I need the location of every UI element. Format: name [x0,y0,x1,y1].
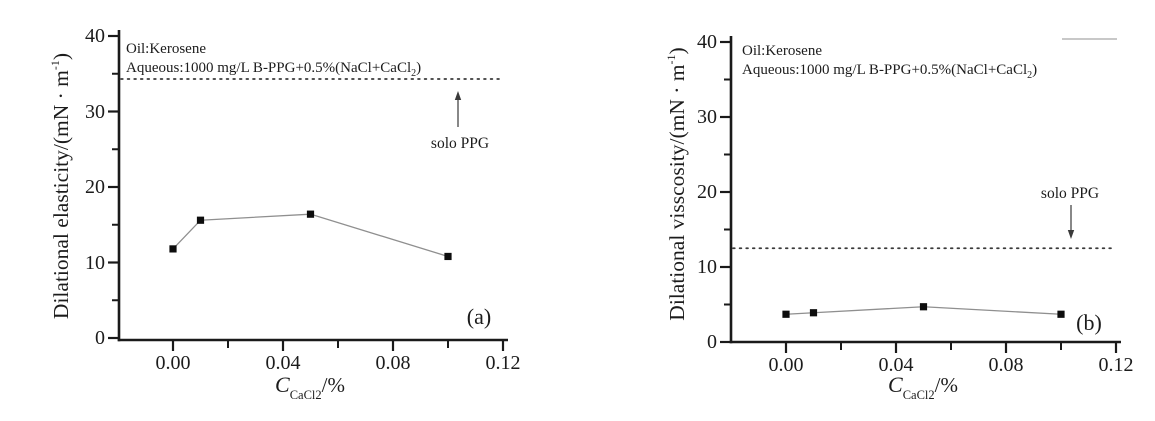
x-axis-title-unit: /% [321,373,345,397]
annotation-aqueous-text: Aqueous:1000 mg/L B-PPG+0.5%(NaCl+CaCl [742,61,1028,78]
data-point-marker [1057,310,1065,318]
series-line [785,306,1062,315]
y-tick-label: 40 [697,31,717,53]
condition-annotation: Oil:Kerosene Aqueous:1000 mg/L B-PPG+0.5… [126,40,421,83]
y-tick-label: 0 [95,327,105,349]
x-axis-title-unit: /% [934,373,958,397]
annotation-aqueous-close: ) [1032,61,1038,78]
solo-ppg-label: solo PPG [430,135,490,152]
chart-a-plot-svg [108,30,508,351]
annotation-aqueous-subscript: 2 [411,67,417,79]
x-tick-label: 0.00 [155,352,191,374]
x-axis-title: CCaCl2/% [220,372,400,406]
chart-panel-b: Dilational visscosity/(mN · m-1) Oil:Ker… [578,0,1155,421]
solo-ppg-arrowhead-icon [1067,230,1075,239]
y-tick-label: 30 [697,106,717,128]
series-line [172,213,449,258]
y-tick-label: 10 [697,256,717,278]
data-point-marker [196,216,205,224]
x-tick-label: 0.04 [265,352,301,374]
x-tick-label: 0.08 [375,352,411,374]
annotation-oil-line: Oil:Kerosene [742,43,822,59]
annotation-oil-line: Oil:Kerosene [126,41,206,57]
x-axis-title-subscript: CaCl2 [902,388,935,403]
data-point-marker [169,245,177,253]
annotation-aqueous-line: Aqueous:1000 mg/L B-PPG+0.5%(NaCl+CaCl2) [126,59,421,84]
y-tick-label: 30 [85,100,105,123]
annotation-aqueous-subscript: 2 [1027,69,1033,81]
x-tick-label: 0.12 [485,352,521,374]
y-axis-title-superscript: -1 [48,60,62,71]
condition-annotation: Oil:Kerosene Aqueous:1000 mg/L B-PPG+0.5… [742,42,1037,85]
annotation-aqueous-close: ) [416,59,422,76]
panel-label-b: (b) [1076,310,1102,335]
y-tick-label: 40 [85,25,105,47]
x-axis-title: CCaCl2/% [833,372,1013,406]
data-point-marker [444,252,452,261]
panel-label-a: (a) [466,304,492,329]
data-point-marker [919,303,928,311]
y-tick-label: 10 [85,251,105,274]
data-point-marker [306,210,315,218]
chart-b-plot-svg [720,36,1121,353]
x-axis-title-subscript: CaCl2 [289,388,322,403]
x-axis-title-symbol: C [275,372,290,397]
y-axis-title-superscript: -1 [664,54,678,65]
y-tick-label: 0 [707,331,717,353]
y-tick-label: 20 [85,176,105,198]
x-tick-label: 0.12 [1098,354,1134,376]
x-axis-title-symbol: C [888,372,903,397]
annotation-aqueous-text: Aqueous:1000 mg/L B-PPG+0.5%(NaCl+CaCl [126,59,412,76]
data-point-marker [809,309,818,317]
solo-ppg-arrowhead-icon [454,91,462,100]
x-tick-label: 0.08 [988,354,1024,376]
data-point-marker [782,310,790,318]
x-tick-label: 0.04 [878,354,914,376]
annotation-aqueous-line: Aqueous:1000 mg/L B-PPG+0.5%(NaCl+CaCl2) [742,61,1037,86]
y-tick-label: 20 [697,181,717,203]
chart-panel-a: Dilational elasticity/(mN · m-1) Oil:Ker… [48,25,521,406]
x-tick-label: 0.00 [768,354,804,376]
solo-ppg-label: solo PPG [1040,185,1100,202]
